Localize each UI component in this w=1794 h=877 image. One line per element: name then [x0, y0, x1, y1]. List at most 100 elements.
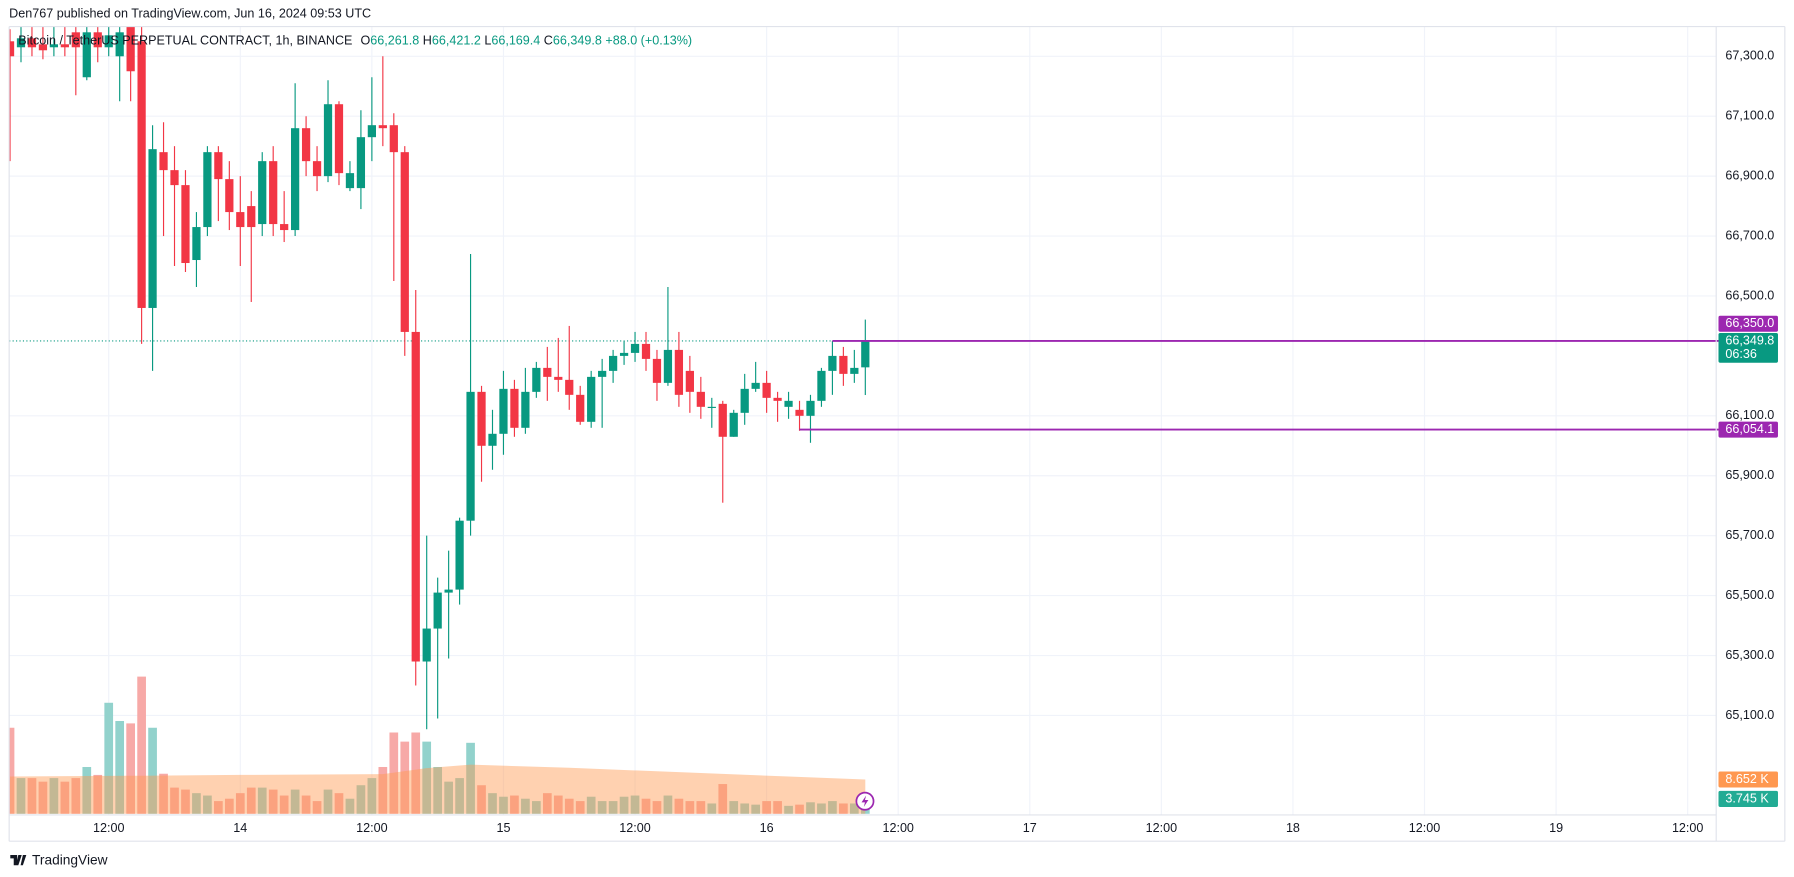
volume-bar — [323, 789, 333, 814]
candle-body — [137, 41, 146, 308]
volume-bar — [181, 789, 190, 814]
volume-label: 3.745 K — [1725, 791, 1769, 805]
candle-body — [598, 370, 607, 377]
volume-bar — [499, 796, 508, 814]
candle-body — [554, 376, 563, 380]
bar-countdown: 06:36 — [1725, 347, 1756, 361]
volume-bar — [9, 727, 15, 814]
candle-body — [532, 367, 541, 392]
y-tick-label: 67,100.0 — [1725, 109, 1774, 123]
volume-bar — [477, 785, 486, 814]
last-price-label-bg — [1718, 332, 1778, 363]
candle-body — [16, 38, 26, 48]
volume-bar — [839, 803, 848, 814]
candle-body — [444, 589, 453, 593]
publish-header: Den767 published on TradingView.com, Jun… — [9, 6, 371, 20]
volume-label-bg — [1718, 771, 1778, 788]
last-price-label: 66,349.8 — [1725, 333, 1774, 347]
volume-bar — [170, 787, 179, 814]
legend-value: 66,169.4 — [491, 34, 540, 48]
axes: 12:00 14 12:00 15 12:00 16 12:00 17 12:00 18 12:00… — [93, 49, 1778, 835]
candle-body — [27, 38, 37, 48]
volume-bar — [115, 721, 125, 814]
candle-body — [543, 367, 552, 377]
volume-bar — [257, 787, 267, 814]
candle-body — [795, 409, 804, 416]
volume-bar — [49, 778, 59, 814]
candle-body — [323, 104, 333, 177]
candle-body — [115, 32, 124, 57]
candle-body — [181, 185, 190, 264]
volume-bar — [784, 805, 793, 814]
legend-key: C — [544, 34, 553, 48]
candle-body — [510, 388, 519, 428]
footer-logo[interactable]: TradingView — [10, 852, 108, 867]
legend-key: O — [361, 34, 371, 48]
volume-bar — [27, 778, 37, 814]
legend-value: 66,349.8 — [553, 34, 602, 48]
volume-bar — [389, 732, 399, 814]
y-tick-label: 65,900.0 — [1725, 468, 1774, 482]
volume-bar — [279, 795, 289, 814]
candle-body — [762, 382, 771, 398]
legend-key: L — [484, 34, 491, 48]
candle-body — [126, 26, 135, 72]
candle-body — [477, 391, 486, 446]
x-tick-label: 15 — [496, 821, 510, 835]
candle-body — [411, 331, 420, 662]
candle-body — [850, 367, 859, 374]
y-tick-label: 65,300.0 — [1725, 648, 1774, 662]
plot-area — [9, 26, 1717, 814]
volume-bar — [268, 789, 278, 814]
x-tick-label: 14 — [233, 821, 247, 835]
candle-body — [71, 32, 80, 48]
x-tick-label: 12:00 — [619, 821, 650, 835]
grid — [9, 26, 1717, 815]
volume-bar — [718, 784, 728, 814]
volume-bar — [597, 801, 607, 814]
volume-bar — [532, 801, 541, 814]
y-tick-label: 66,900.0 — [1725, 168, 1774, 182]
volume-bar — [82, 766, 92, 814]
candle-body — [839, 355, 848, 374]
x-tick-label: 12:00 — [1409, 821, 1440, 835]
candle-body — [466, 391, 475, 521]
x-tick-label: 12:00 — [356, 821, 387, 835]
candle-body — [312, 161, 322, 177]
volume-bar — [159, 773, 168, 814]
footer-text[interactable]: TradingView — [32, 852, 108, 867]
volume-bar — [104, 702, 114, 814]
candle-body — [685, 370, 694, 392]
y-tick-label: 66,700.0 — [1725, 228, 1774, 242]
y-tick-label: 67,300.0 — [1725, 49, 1774, 63]
volume-bar — [148, 727, 157, 814]
alert-icon[interactable] — [855, 791, 875, 811]
volume-bar — [729, 801, 739, 814]
y-tick-label: 66,100.0 — [1725, 408, 1774, 422]
candle-body — [301, 128, 311, 162]
candle-body — [356, 137, 366, 189]
candle-body — [521, 391, 530, 428]
alert-bolt[interactable] — [861, 795, 869, 807]
symbol: Bitcoin / TetherUS PERPETUAL CONTRACT, 1… — [18, 34, 352, 48]
volume-label-bg — [1718, 790, 1778, 807]
legend: Bitcoin / TetherUS PERPETUAL CONTRACT, 1… — [18, 34, 692, 48]
candle-body — [806, 400, 815, 416]
volume-bar — [674, 798, 684, 814]
candle-body — [630, 343, 640, 353]
candle-body — [828, 355, 837, 371]
x-tick-label: 16 — [760, 821, 774, 835]
volume-label: 8.652 K — [1725, 772, 1769, 786]
volume-bar — [400, 741, 410, 814]
volume-bar — [586, 796, 596, 814]
volume-bar — [433, 766, 443, 814]
candle-body — [225, 179, 234, 213]
volume-bar — [553, 795, 563, 814]
candle-body — [696, 391, 705, 407]
volume-bar — [542, 793, 552, 814]
volume-bar — [16, 778, 26, 814]
volume-bar — [334, 793, 344, 814]
candle-body — [652, 358, 662, 383]
candle-body — [203, 152, 212, 228]
volume-bar — [521, 798, 530, 814]
